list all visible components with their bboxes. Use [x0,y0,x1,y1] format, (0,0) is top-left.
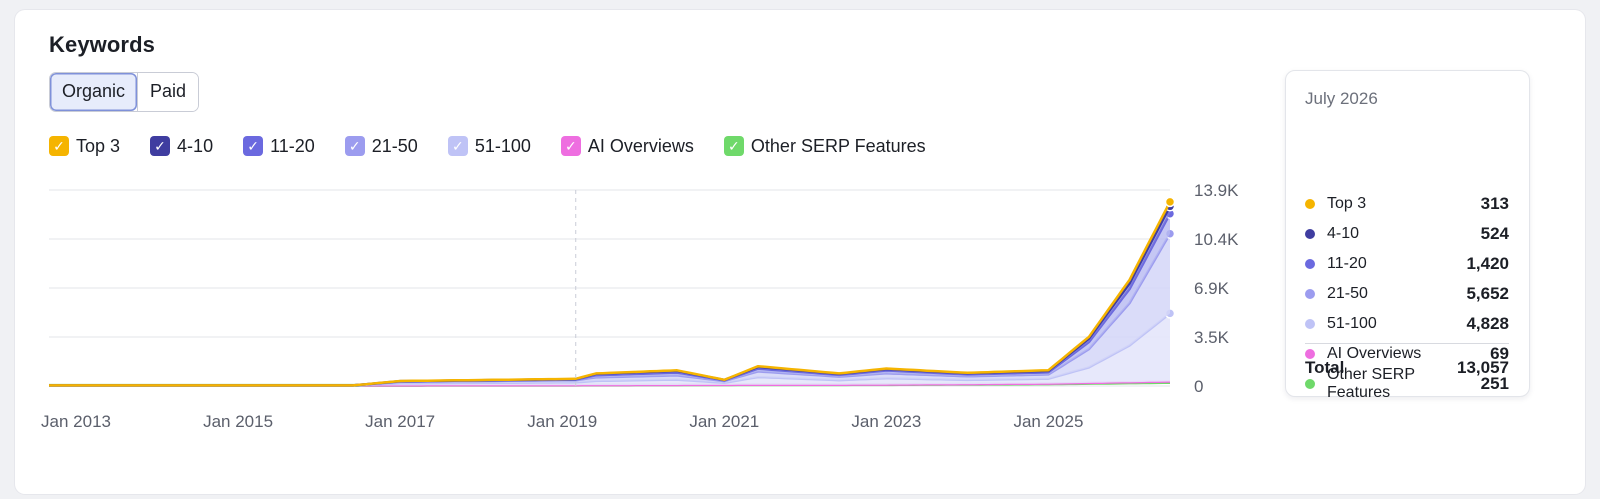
legend-label: 51-100 [474,135,531,156]
card-title: Keywords [49,32,155,57]
y-tick-label: 10.4K [1194,230,1239,249]
series-line-21-50 [49,233,1172,387]
legend-label: AI Overviews [587,135,694,156]
legend-label: 11-20 [270,135,315,156]
legend-label: 4-10 [177,135,214,156]
series-end-marker [1164,196,1176,208]
tooltip-date: July 2026 [1305,89,1378,108]
tooltip-row-label: 51-100 [1327,315,1377,332]
legend-label: Other SERP Features [750,135,926,156]
tooltip-row-11-20: 11-20 1,420 [1305,253,1509,275]
x-tick-label: Jan 2017 [365,412,435,431]
series-dot-icon [1305,289,1315,299]
tooltip-row-label: Other SERP Features [1327,366,1415,401]
series-area-top-3 [49,202,1170,386]
y-tick-label: 13.9K [1194,181,1239,200]
series-line-top-3 [49,201,1172,387]
legend-item-top-3[interactable]: ✓ Top 3 [49,136,120,157]
x-tick-label: Jan 2025 [1013,412,1083,431]
checkbox-icon[interactable]: ✓ [344,136,365,156]
tooltip-row-label: 4-10 [1327,225,1360,242]
legend-item-other-serp-features[interactable]: ✓ Other SERP Features [723,135,926,157]
tab-paid[interactable]: Paid [137,73,199,111]
x-tick-label: Jan 2013 [41,412,111,431]
y-tick-label: 0 [1194,377,1203,396]
legend-item-21-50[interactable]: ✓ 21-50 [344,135,418,157]
tooltip-total-label: Total [1305,358,1345,377]
series-area-51-100 [49,313,1170,386]
tooltip-row-label: Top 3 [1327,195,1367,212]
series-dot-icon [1305,349,1315,359]
checkbox-icon[interactable]: ✓ [723,136,744,156]
tooltip-row-value: 69 [1490,344,1509,363]
tooltip-row-value: 4,828 [1466,314,1509,333]
tooltip-row-value: 5,652 [1466,284,1509,303]
tooltip-total: Total 13,057 [1305,358,1509,378]
tab-organic[interactable]: Organic [50,73,138,111]
tooltip-row-other-serp-features: Other SERP Features 251 [1305,366,1509,401]
tooltip-row-4-10: 4-10 524 [1305,223,1509,245]
checkbox-icon[interactable]: ✓ [560,136,581,156]
legend-label: 21-50 [371,135,418,156]
tooltip-panel: July 2026 Top 3 313 4-10 524 11-20 1,420 21… [1285,70,1530,401]
page-top-strip [0,0,1600,8]
tooltip-row-label: 21-50 [1327,285,1368,302]
x-tick-label: Jan 2023 [851,412,921,431]
tooltip-row-value: 524 [1480,224,1509,243]
tooltip-row-value: 313 [1480,194,1509,213]
organic-paid-toggle: Organic Paid [49,72,200,112]
x-tick-label: Jan 2021 [689,412,759,431]
tooltip-row-label: 11-20 [1327,255,1367,272]
legend-item-51-100[interactable]: ✓ 51-100 [447,135,531,157]
y-tick-label: 3.5K [1194,328,1230,347]
checkbox-icon[interactable]: ✓ [49,136,69,156]
tooltip-row-21-50: 21-50 5,652 [1305,283,1509,305]
series-area-11-20 [49,213,1170,386]
series-dot-icon [1305,229,1315,239]
series-dot-icon [1305,199,1315,209]
tooltip-row-value: 1,420 [1466,254,1509,273]
tooltip-total-value: 13,057 [1457,358,1509,377]
tooltip-row-value: 251 [1480,374,1509,393]
x-tick-label: Jan 2019 [527,412,597,431]
legend-item-ai-overviews[interactable]: ✓ AI Overviews [560,135,694,157]
chart-legend: ✓ Top 3 ✓ 4-10 ✓ 11-20 ✓ 21-50 ✓ 51-100 ✓ AI O… [49,133,956,159]
y-tick-label: 6.9K [1194,279,1230,298]
checkbox-icon[interactable]: ✓ [447,136,468,156]
legend-item-11-20[interactable]: ✓ 11-20 [243,136,315,157]
keywords-area-chart[interactable]: 13.9K 10.4K 6.9K 3.5K 0 Jan 2013 Jan 2015 Jan 2… [0,0,1280,460]
x-tick-label: Jan 2015 [203,412,273,431]
tooltip-row-label: AI Overviews [1327,345,1422,362]
series-area-21-50 [49,233,1170,386]
series-dot-icon [1305,379,1315,389]
legend-item-4-10[interactable]: ✓ 4-10 [150,136,213,157]
tooltip-row-top-3: Top 3 313 [1305,193,1509,215]
series-area-4-10 [49,206,1170,386]
series-dot-icon [1305,259,1315,269]
tooltip-row-51-100: 51-100 4,828 [1305,313,1509,335]
checkbox-icon[interactable]: ✓ [150,136,171,156]
series-dot-icon [1305,319,1315,329]
legend-label: Top 3 [76,135,121,156]
tooltip-row-ai-overviews: AI Overviews 69 [1305,343,1509,365]
series-line-4-10 [49,205,1172,387]
tooltip-divider [1305,343,1509,344]
checkbox-icon[interactable]: ✓ [243,136,264,156]
